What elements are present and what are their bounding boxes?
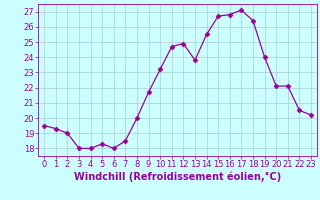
X-axis label: Windchill (Refroidissement éolien,°C): Windchill (Refroidissement éolien,°C)	[74, 172, 281, 182]
